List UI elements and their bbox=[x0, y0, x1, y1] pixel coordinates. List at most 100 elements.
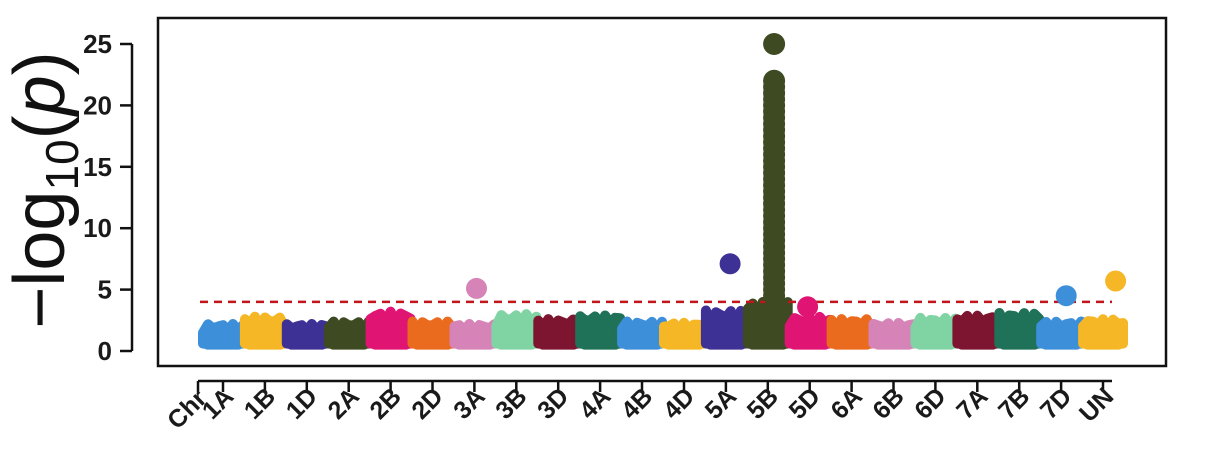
peak-point-36 bbox=[763, 33, 786, 55]
chromosome-7a bbox=[952, 310, 1003, 350]
chromosome-base-4a bbox=[580, 341, 621, 350]
y-axis-title-prefix: −log bbox=[0, 191, 80, 329]
x-tick-label-3a: 3A bbox=[448, 382, 490, 424]
y-axis-title: −log10(p) bbox=[0, 51, 88, 328]
x-tick-label-6b: 6B bbox=[867, 382, 909, 424]
y-tick-label-0: 0 bbox=[98, 336, 112, 366]
chromosome-band-7d bbox=[1036, 316, 1087, 349]
chromosome-band-5a bbox=[700, 305, 751, 349]
point-3a bbox=[466, 277, 487, 299]
x-tick-label-4a: 4A bbox=[574, 382, 616, 424]
chromosome-2a bbox=[323, 316, 374, 350]
chromosome-band-un bbox=[1078, 314, 1128, 349]
chromosome-band-6a bbox=[826, 314, 877, 349]
chromosome-4a bbox=[575, 310, 626, 350]
x-tick-label-2b: 2B bbox=[364, 382, 406, 424]
chromosome-2b bbox=[365, 306, 416, 350]
chromosome-band-4a bbox=[575, 310, 626, 349]
y-axis-title-open: ( bbox=[0, 115, 80, 139]
chromosome-base-2b bbox=[370, 341, 411, 350]
chromosome-5d bbox=[784, 311, 835, 350]
x-tick-label-7b: 7B bbox=[993, 382, 1035, 424]
x-tick-label-5a: 5A bbox=[700, 382, 742, 424]
chromosome-4d bbox=[659, 317, 709, 350]
x-tick-label-5d: 5D bbox=[784, 382, 826, 424]
chromosome-base-7b bbox=[999, 341, 1040, 350]
x-tick-label-3d: 3D bbox=[532, 382, 574, 424]
y-axis-title-close: ) bbox=[0, 51, 80, 75]
chromosome-base-6a bbox=[831, 341, 872, 350]
chromosome-base-4b bbox=[622, 341, 662, 350]
chromosome-base-6d bbox=[915, 341, 956, 350]
chromosome-base-2a bbox=[328, 341, 369, 350]
x-tick-label-1b: 1B bbox=[239, 382, 281, 424]
chromosome-6d bbox=[910, 312, 961, 350]
chromosome-base-1b bbox=[244, 341, 285, 350]
chromosome-un bbox=[1078, 314, 1128, 350]
plot-background bbox=[158, 18, 1166, 366]
chromosome-band-1a bbox=[198, 319, 248, 349]
chromosome-7d bbox=[1036, 316, 1087, 350]
chromosome-1b bbox=[239, 311, 290, 350]
chromosome-5b bbox=[742, 297, 793, 350]
x-tick-label-5b: 5B bbox=[742, 382, 784, 424]
chromosome-band-6b bbox=[868, 318, 919, 349]
x-tick-label-1d: 1D bbox=[281, 382, 323, 424]
x-tick-label-1a: 1A bbox=[197, 382, 239, 424]
x-tick-label-4b: 4B bbox=[616, 382, 658, 424]
y-tick-label-25: 25 bbox=[83, 29, 112, 59]
plot-frame bbox=[156, 16, 1168, 368]
chromosome-6b bbox=[868, 318, 919, 350]
chromosome-band-2a bbox=[323, 316, 374, 349]
y-tick-label-5: 5 bbox=[98, 275, 112, 305]
chromosome-base-7a bbox=[957, 341, 998, 350]
chromosome-band-3b bbox=[491, 309, 542, 349]
chromosome-4b bbox=[617, 316, 667, 350]
chromosome-2d bbox=[407, 316, 458, 350]
point-5d bbox=[797, 296, 819, 318]
chromosome-base-1d bbox=[286, 341, 327, 350]
chromosome-base-1a bbox=[203, 341, 243, 350]
chromosome-band-4d bbox=[659, 317, 709, 349]
chromosome-1a bbox=[198, 319, 248, 350]
chromosome-band-5d bbox=[784, 311, 835, 349]
chromosome-band-2d bbox=[407, 316, 458, 349]
y-axis-title-variable: p bbox=[0, 75, 80, 117]
x-tick-label-3b: 3B bbox=[490, 382, 532, 424]
chromosome-1d bbox=[281, 319, 332, 350]
chromosome-base-5b bbox=[747, 341, 788, 350]
x-tick-label-4d: 4D bbox=[658, 382, 700, 424]
x-tick-label-2a: 2A bbox=[323, 382, 365, 424]
chromosome-base-3b bbox=[496, 341, 537, 350]
x-tick-label-6a: 6A bbox=[825, 382, 867, 424]
x-tick-label-7d: 7D bbox=[1035, 382, 1077, 424]
chromosome-base-un bbox=[1083, 341, 1123, 350]
chromosome-3d bbox=[533, 314, 584, 350]
chromosome-band-5b bbox=[742, 297, 793, 349]
y-tick-label-20: 20 bbox=[83, 90, 112, 120]
chromosome-base-5a bbox=[705, 341, 746, 350]
x-tick-label-6d: 6D bbox=[909, 382, 951, 424]
y-axis: 0 5 10 15 20 25 bbox=[83, 29, 134, 366]
y-axis-title-subscript: 10 bbox=[36, 139, 88, 190]
chromosome-band-3a bbox=[449, 319, 500, 349]
point-5a bbox=[719, 253, 741, 275]
x-tick-label-7a: 7A bbox=[951, 382, 993, 424]
chromosome-band-2b bbox=[365, 306, 416, 349]
chromosome-base-6b bbox=[873, 341, 914, 350]
chromosome-band-7a bbox=[952, 310, 1003, 349]
chromosome-6a bbox=[826, 314, 877, 350]
chromosome-band-3d bbox=[533, 314, 584, 349]
chromosome-band-6d bbox=[910, 312, 961, 349]
chromosome-3b bbox=[491, 309, 542, 350]
chromosome-band-4b bbox=[617, 316, 667, 349]
peak-point-35 bbox=[763, 69, 786, 92]
y-tick-label-10: 10 bbox=[83, 213, 112, 243]
chromosome-band-7b bbox=[994, 308, 1045, 349]
x-tick-label-2d: 2D bbox=[406, 382, 448, 424]
chromosome-3a bbox=[449, 319, 500, 350]
chromosome-base-4d bbox=[664, 341, 704, 350]
chromosome-base-5d bbox=[789, 341, 830, 350]
